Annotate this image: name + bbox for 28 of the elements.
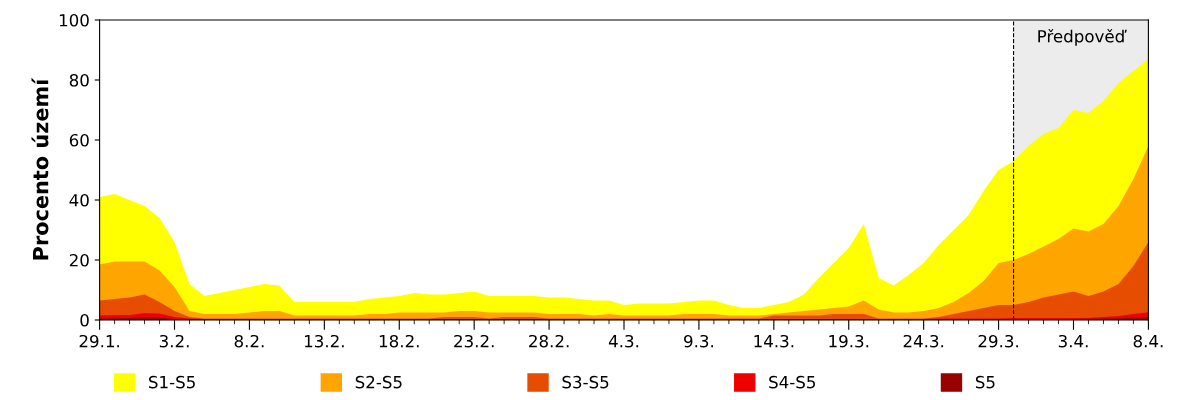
legend-label: S2-S5 [355, 375, 402, 389]
y-axis-title: Procento území [31, 77, 49, 260]
legend-label: S5 [975, 375, 995, 389]
x-tick-label: 13.2. [304, 334, 344, 348]
y-tick-label: 80 [69, 73, 89, 87]
y-tick-label: 20 [69, 253, 89, 267]
x-tick-label: 19.3. [829, 334, 869, 348]
band-label: Předpověď [1038, 29, 1127, 46]
x-tick-label: 23.2. [454, 334, 494, 348]
y-tick-label: 40 [69, 193, 89, 207]
x-tick-label: 3.4. [1058, 334, 1088, 348]
x-tick-label: 8.4. [1133, 334, 1163, 348]
x-tick-label: 28.2. [529, 334, 569, 348]
x-tick-label: 8.2. [234, 334, 264, 348]
legend-label: S3-S5 [562, 375, 609, 389]
legend-label: S4-S5 [769, 375, 816, 389]
y-tick-label: 100 [59, 13, 89, 27]
x-tick-label: 18.2. [379, 334, 419, 348]
x-tick-label: 29.3. [978, 334, 1018, 348]
legend-label: S1-S5 [149, 375, 195, 389]
x-tick-label: 4.3. [608, 334, 639, 348]
x-tick-label: 14.3. [754, 334, 794, 348]
y-tick-label: 0 [80, 313, 89, 327]
x-tick-label: 9.3. [684, 334, 714, 348]
x-tick-label: 24.3. [903, 334, 944, 348]
x-tick-label: 29.1. [79, 334, 120, 348]
x-tick-label: 3.2. [159, 334, 189, 348]
y-tick-label: 60 [69, 133, 89, 147]
